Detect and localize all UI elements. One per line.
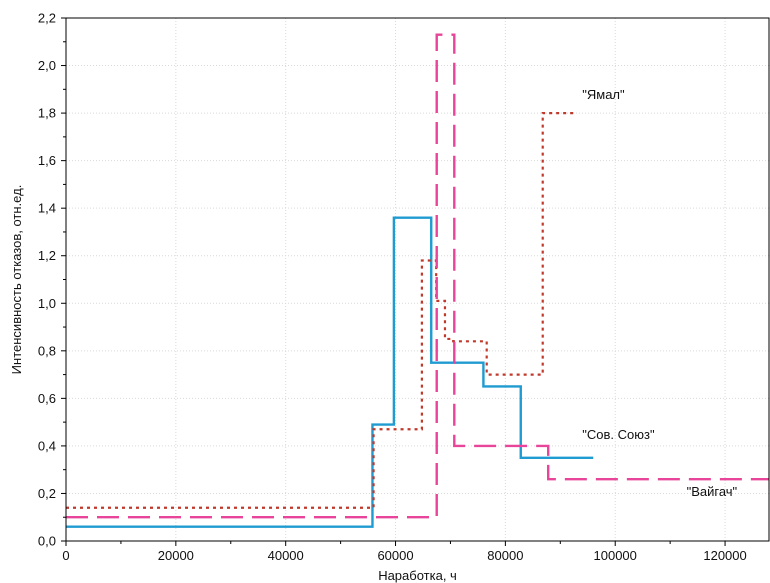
x-tick-label: 0 [62,548,69,563]
series-line [66,33,769,519]
y-tick-label: 1,8 [38,106,56,121]
x-tick-label: 60000 [377,548,413,563]
series-annotation: "Вайгач" [687,484,738,499]
x-tick-label: 120000 [703,548,746,563]
x-tick-label: 100000 [594,548,637,563]
annotations: "Ямал" "Сов. Союз" "Вайгач" [582,87,737,499]
x-tick-label: 40000 [268,548,304,563]
y-tick-label: 1,6 [38,153,56,168]
y-tick-label: 2,0 [38,58,56,73]
y-tick-label: 0,4 [38,438,56,453]
series-lines [66,33,769,528]
y-tick-label: 0,8 [38,343,56,358]
y-tick-label: 2,2 [38,11,56,26]
series-line [66,216,594,528]
axis-ticks: 0 20000 40000 60000 80000 100000 120000 0,0 0,2 0… [38,11,747,564]
y-tick-label: 1,4 [38,201,56,216]
y-axis-label: Интенсивность отказов, отн.ед. [9,185,24,375]
grid [65,17,769,542]
x-tick-label: 80000 [487,548,523,563]
x-axis-label: Наработка, ч [378,568,457,583]
y-tick-label: 0,6 [38,391,56,406]
series-annotation: "Сов. Союз" [582,427,655,442]
plot-frame [65,17,770,542]
y-tick-label: 1,2 [38,248,56,263]
y-tick-label: 1,0 [38,296,56,311]
series-line [66,111,577,509]
x-tick-label: 20000 [158,548,194,563]
series-annotation: "Ямал" [582,87,625,102]
y-tick-label: 0,2 [38,486,56,501]
y-tick-label: 0,0 [38,534,56,549]
